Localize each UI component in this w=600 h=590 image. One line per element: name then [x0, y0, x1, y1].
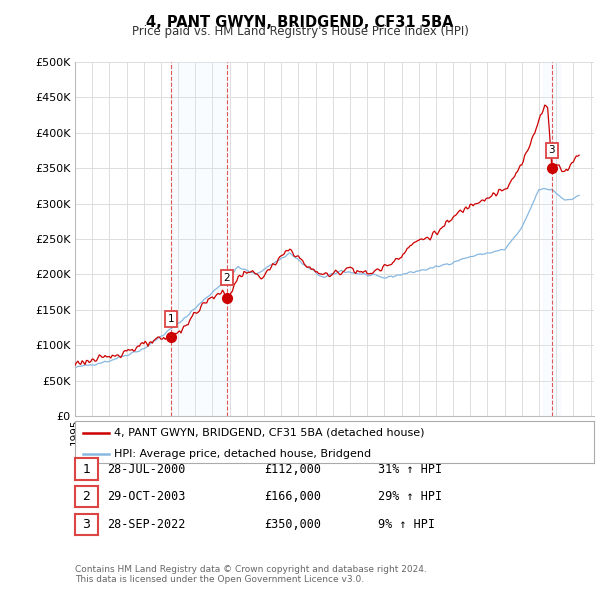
- Text: Contains HM Land Registry data © Crown copyright and database right 2024.: Contains HM Land Registry data © Crown c…: [75, 565, 427, 574]
- Text: HPI: Average price, detached house, Bridgend: HPI: Average price, detached house, Brid…: [114, 449, 371, 459]
- Text: 2: 2: [223, 273, 230, 283]
- Bar: [544, 62, 560, 416]
- Text: 1: 1: [167, 314, 174, 324]
- Bar: [171, 62, 227, 416]
- Text: 3: 3: [548, 145, 555, 155]
- Text: 29% ↑ HPI: 29% ↑ HPI: [378, 490, 442, 503]
- Text: Price paid vs. HM Land Registry's House Price Index (HPI): Price paid vs. HM Land Registry's House …: [131, 25, 469, 38]
- Text: 28-JUL-2000: 28-JUL-2000: [107, 463, 185, 476]
- Text: 31% ↑ HPI: 31% ↑ HPI: [378, 463, 442, 476]
- Text: 9% ↑ HPI: 9% ↑ HPI: [378, 518, 435, 531]
- Text: £350,000: £350,000: [264, 518, 321, 531]
- Text: £112,000: £112,000: [264, 463, 321, 476]
- Text: 3: 3: [82, 518, 91, 531]
- Text: 4, PANT GWYN, BRIDGEND, CF31 5BA: 4, PANT GWYN, BRIDGEND, CF31 5BA: [146, 15, 454, 30]
- Text: 28-SEP-2022: 28-SEP-2022: [107, 518, 185, 531]
- Text: 2: 2: [82, 490, 91, 503]
- Text: 4, PANT GWYN, BRIDGEND, CF31 5BA (detached house): 4, PANT GWYN, BRIDGEND, CF31 5BA (detach…: [114, 428, 424, 438]
- Text: £166,000: £166,000: [264, 490, 321, 503]
- Text: 1: 1: [82, 463, 91, 476]
- Text: 29-OCT-2003: 29-OCT-2003: [107, 490, 185, 503]
- Text: This data is licensed under the Open Government Licence v3.0.: This data is licensed under the Open Gov…: [75, 575, 364, 584]
